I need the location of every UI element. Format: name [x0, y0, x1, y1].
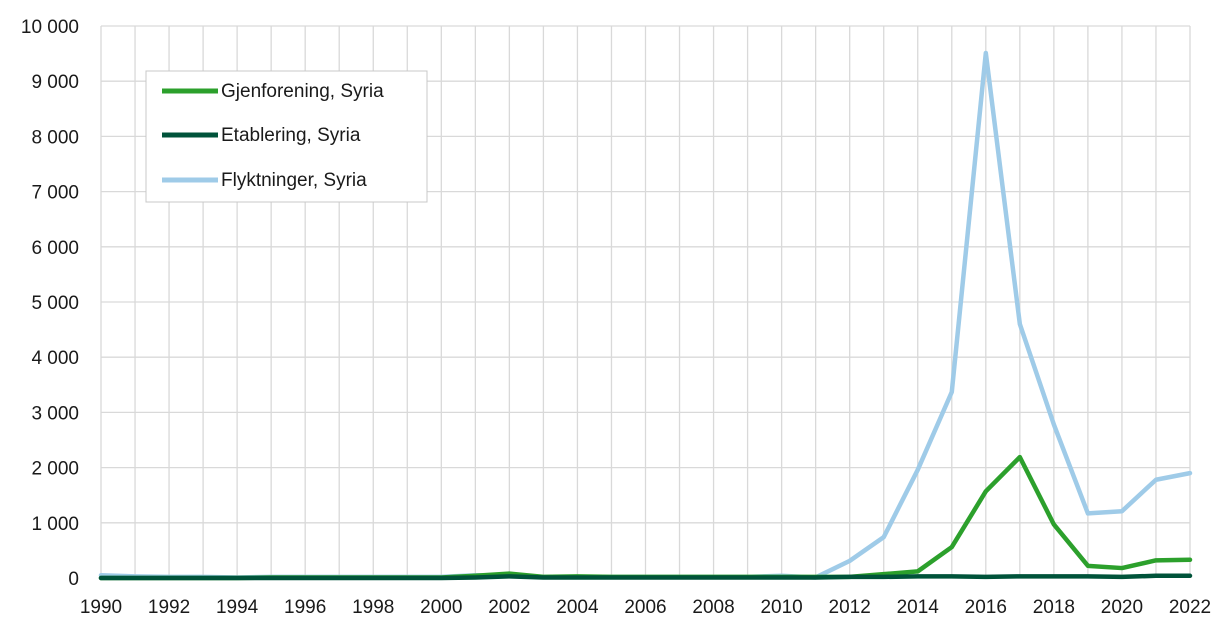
- series-lines: [98, 50, 1193, 581]
- y-tick-label: 6 000: [31, 238, 79, 259]
- y-tick-label: 10 000: [21, 17, 79, 38]
- x-tick-label: 2016: [965, 597, 1007, 618]
- x-tick-label: 2002: [488, 597, 530, 618]
- x-tick-label: 2014: [897, 597, 940, 618]
- y-tick-label: 2 000: [31, 459, 79, 480]
- x-tick-label: 2012: [829, 597, 871, 618]
- x-tick-label: 2022: [1169, 597, 1211, 618]
- x-tick-label: 2006: [624, 597, 666, 618]
- x-tick-label: 2004: [556, 597, 599, 618]
- legend-label-gjenforening: Gjenforening, Syria: [221, 81, 384, 102]
- y-tick-label: 1 000: [31, 514, 79, 535]
- y-tick-label: 4 000: [31, 348, 79, 369]
- y-tick-label: 3 000: [31, 403, 79, 424]
- y-tick-label: 5 000: [31, 293, 79, 314]
- y-tick-label: 9 000: [31, 72, 79, 93]
- x-tick-label: 1992: [148, 597, 190, 618]
- y-tick-label: 0: [68, 569, 79, 590]
- x-tick-label: 2020: [1101, 597, 1143, 618]
- x-tick-label: 2008: [692, 597, 734, 618]
- x-tick-label: 1998: [352, 597, 394, 618]
- x-tick-label: 2018: [1033, 597, 1075, 618]
- series-line-etablering: [98, 573, 1193, 581]
- y-tick-label: 8 000: [31, 127, 79, 148]
- x-axis-ticks: 1990 1992 1994 1996 1998 2000 2002 2004 2006 2008…: [80, 597, 1211, 618]
- x-tick-label: 1990: [80, 597, 122, 618]
- x-tick-label: 1994: [216, 597, 259, 618]
- x-tick-label: 2010: [760, 597, 802, 618]
- y-tick-label: 7 000: [31, 183, 79, 204]
- y-axis-ticks: 0 1 000 2 000 3 000 4 000 5 000 6 000 7 000 8 00…: [21, 17, 79, 590]
- legend-label-flyktninger: Flyktninger, Syria: [221, 170, 367, 191]
- legend-label-etablering: Etablering, Syria: [221, 125, 361, 146]
- x-tick-label: 1996: [284, 597, 326, 618]
- x-tick-label: 2000: [420, 597, 462, 618]
- legend: Gjenforening, Syria Etablering, Syria Fl…: [145, 70, 428, 203]
